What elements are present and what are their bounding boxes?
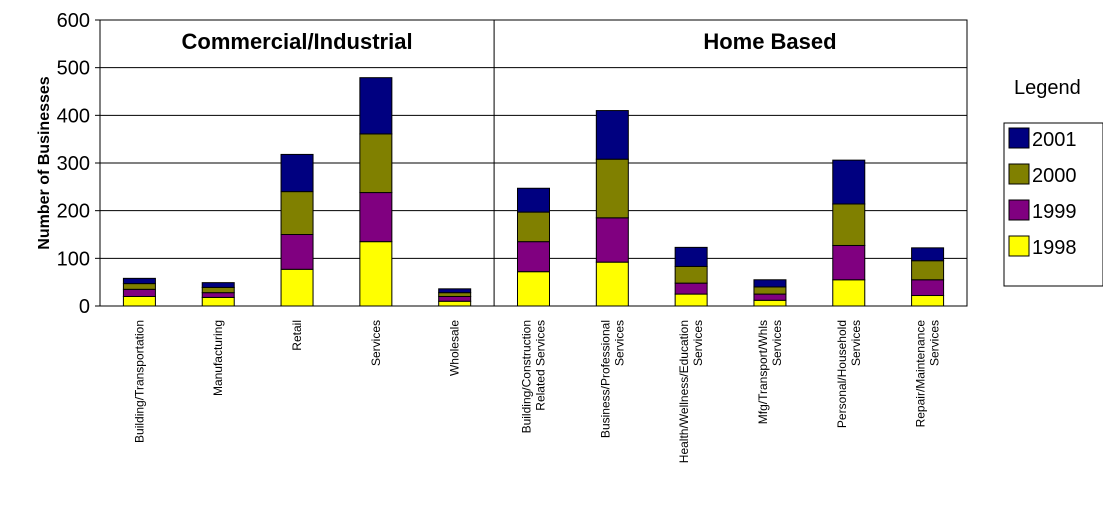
legend-swatch-1998 [1008,235,1030,257]
bar-segment-1999 [438,295,472,302]
bar-segment-1998 [674,293,708,307]
bar-segment-2001 [438,288,472,294]
bar-segment-1999 [674,282,708,295]
bar-segment-2000 [201,286,235,294]
category-label-line: Manufacturing [211,320,225,396]
bar-segment-2001 [280,153,314,193]
bar-segment-1999 [595,217,629,263]
category-label: Manufacturing [211,320,225,396]
bar-segment-1999 [280,234,314,270]
bar-segment-1999 [753,293,787,301]
category-label: Wholesale [448,320,462,376]
legend-label-1998: 1998 [1032,237,1077,259]
legend-label-2001: 2001 [1032,129,1077,151]
bar-segment-2001 [911,247,945,262]
x-axis-categories: Building/Transportation Manufacturing Reta… [132,320,941,464]
bar-segment-1998 [359,241,393,307]
category-label: Health/Wellness/Education Services [677,320,705,463]
bar-segment-2000 [359,133,393,194]
bar-segment-2000 [595,158,629,219]
legend-title: Legend [1014,77,1081,99]
bar-segment-1998 [753,299,787,307]
category-label: Repair/Maintenance Services [914,320,942,428]
bar-segment-1998 [201,296,235,307]
category-label-line: Services [612,320,626,366]
category-label: Building/Transportation [132,320,146,443]
bar-segment-2000 [911,260,945,281]
y-tick-label: 0 [79,296,90,318]
bar-segment-2000 [674,265,708,284]
section-header: Home Based [703,29,836,54]
category-label-line: Services [849,320,863,366]
bar-segment-2000 [517,211,550,243]
legend-label-1999: 1999 [1032,201,1077,223]
section-headers: Commercial/Industrial Home Based [182,29,837,54]
bars [122,77,945,307]
category-label: Business/Professional Services [598,320,626,438]
legend-swatch-2000 [1008,163,1030,185]
bar-segment-2000 [280,191,314,236]
bar-segment-1999 [911,279,945,297]
bar-segment-1998 [595,261,629,307]
bar-segment-1998 [517,271,550,307]
gridlines [100,67,967,259]
category-label-line: Related Services [534,320,548,411]
bar-segment-2000 [832,203,866,246]
bar-segment-2000 [122,283,156,290]
section-header: Commercial/Industrial [182,29,413,54]
bar-segment-1999 [359,192,393,243]
y-tick-label: 200 [57,201,90,223]
bar-segment-2001 [674,246,708,267]
legend-swatch-1999 [1008,199,1030,221]
y-tick-label: 300 [57,153,90,175]
y-axis-label: Number of Businesses [36,76,53,249]
y-tick-label: 400 [57,105,90,127]
category-label: Personal/Household Services [835,320,863,428]
category-label-line: Business/Professional [598,320,612,438]
legend: Legend 2001 2000 1999 1998 [1003,77,1103,287]
category-label-line: Wholesale [448,320,462,376]
bar-segment-2001 [122,277,156,285]
y-axis-ticks: 0 100 200 300 400 500 600 [57,10,100,318]
category-label-line: Services [770,320,784,366]
bar-segment-1998 [832,279,866,307]
category-label-line: Personal/Household [835,320,849,428]
category-label-line: Building/Construction [520,320,534,433]
category-label: Building/Construction Related Services [520,320,548,433]
bar-segment-1999 [122,288,156,297]
bar-segment-2001 [595,110,629,160]
bar-segment-1998 [280,268,314,307]
bar-segment-2001 [517,187,550,213]
bar-segment-1998 [911,295,945,307]
category-label-line: Services [691,320,705,366]
category-label-line: Repair/Maintenance [914,320,928,428]
legend-label-2000: 2000 [1032,165,1077,187]
bar-segment-2001 [359,77,393,135]
y-tick-label: 100 [57,248,90,270]
bar-segment-2001 [753,279,787,288]
category-label-line: Health/Wellness/Education [677,320,691,463]
bar-segment-2001 [201,282,235,288]
bar-segment-1998 [122,295,156,307]
category-label-line: Mfg/Transport/Whls [756,320,770,424]
bar-segment-2000 [753,286,787,295]
category-label-line: Building/Transportation [132,320,146,443]
category-label-line: Retail [290,320,304,351]
category-label: Services [369,320,383,366]
category-label: Retail [290,320,304,351]
bar-segment-1998 [438,300,472,307]
category-label-line: Services [369,320,383,366]
y-tick-label: 500 [57,58,90,80]
category-label: Mfg/Transport/Whls Services [756,320,784,424]
bar-segment-1999 [201,292,235,298]
bar-segment-2001 [832,159,866,205]
bar-segment-1999 [517,241,550,273]
bar-segment-2000 [438,292,472,297]
category-label-line: Services [928,320,942,366]
y-tick-label: 600 [57,10,90,32]
legend-swatch-2001 [1008,127,1030,149]
bar-segment-1999 [832,244,866,281]
